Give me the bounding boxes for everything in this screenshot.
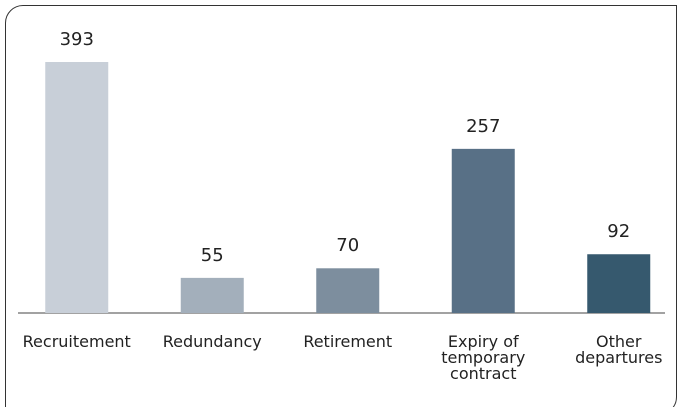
value-label: 257 (466, 115, 501, 137)
x-tick-label: Recruitement (22, 332, 131, 351)
chart-frame (5, 5, 677, 407)
bar (451, 148, 515, 313)
bar (587, 254, 651, 313)
x-tick-label: Retirement (303, 332, 393, 351)
value-label: 393 (59, 29, 94, 50)
value-label: 55 (200, 244, 224, 266)
x-tick-label: Redundancy (162, 332, 262, 351)
bar (316, 268, 380, 313)
x-tick-label: Expiry of temporary contract (441, 332, 526, 383)
value-label: 70 (336, 235, 360, 257)
value-label: 92 (607, 221, 631, 243)
bar (180, 277, 244, 313)
x-tick-label: Other departures (575, 332, 663, 367)
bar (45, 62, 109, 313)
